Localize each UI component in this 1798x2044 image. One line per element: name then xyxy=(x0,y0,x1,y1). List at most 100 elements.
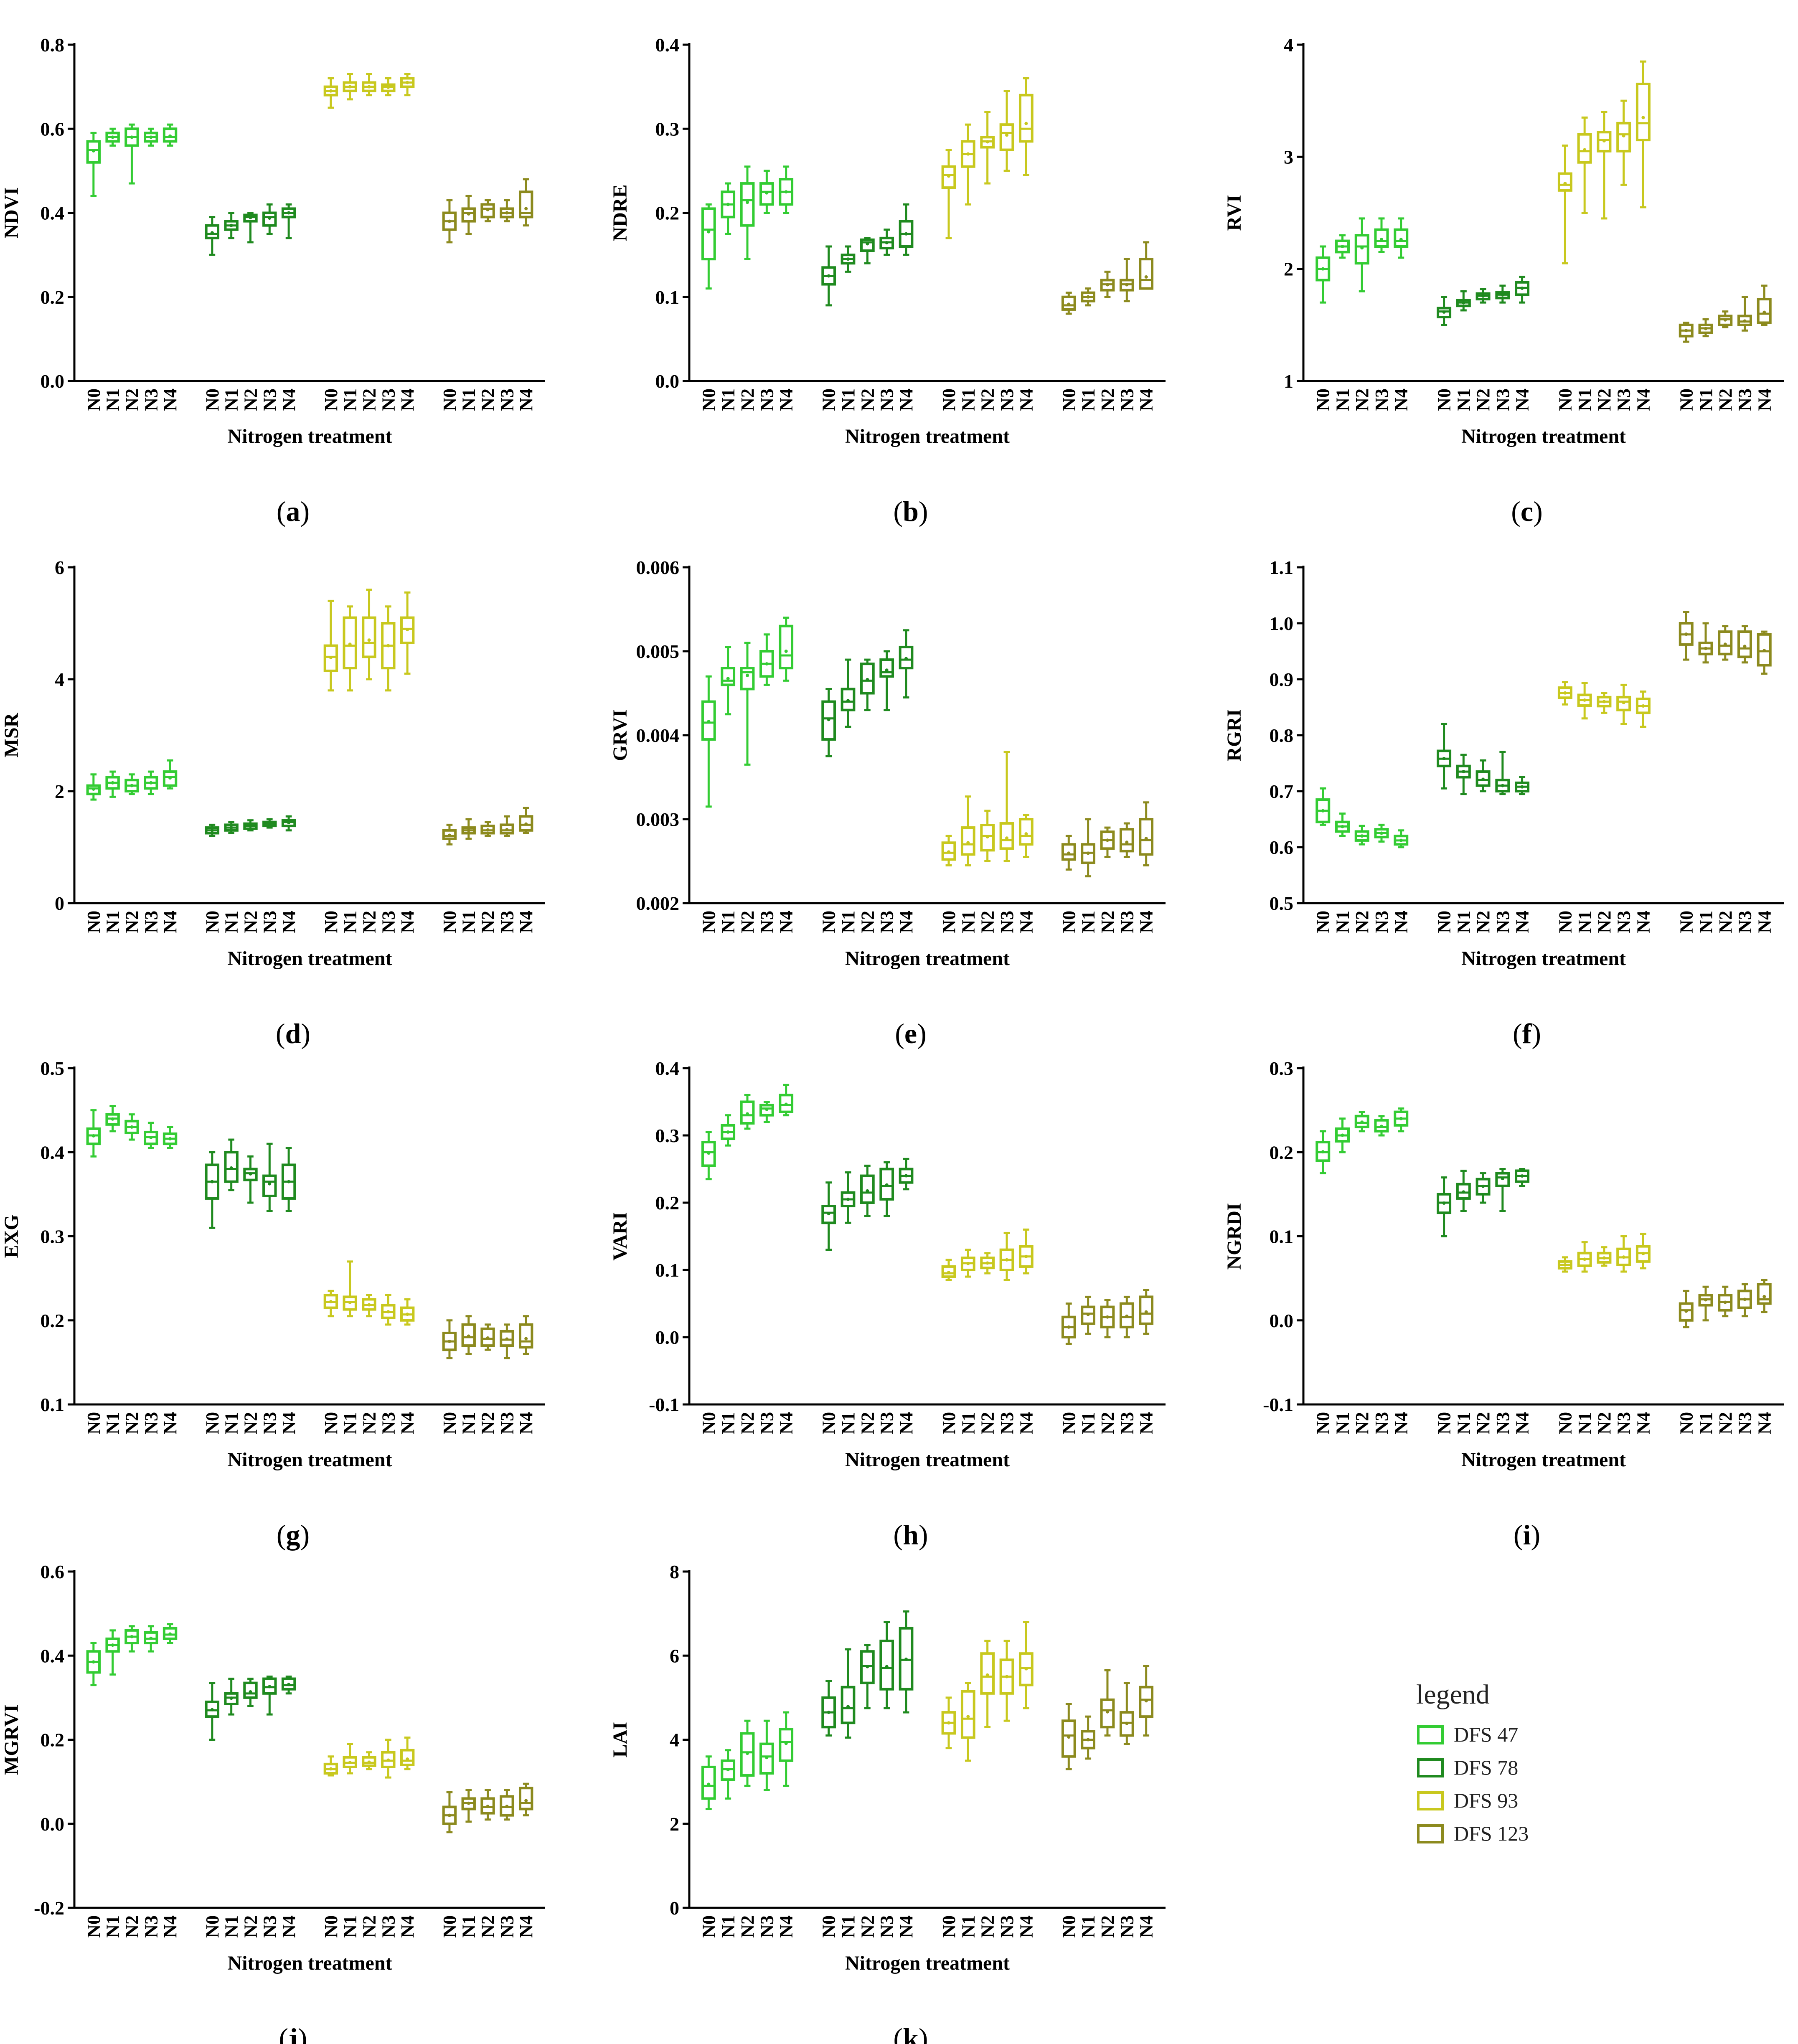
box-iqr xyxy=(1139,818,1154,856)
x-tick-label: N2 xyxy=(122,911,142,933)
mean-dot xyxy=(1462,1190,1465,1194)
box-dfs123-n3 xyxy=(1119,1295,1134,1338)
y-axis-label: EXG xyxy=(0,1214,23,1258)
box-dfs78-n3 xyxy=(879,1621,894,1709)
box-iqr xyxy=(518,1787,533,1810)
box-iqr xyxy=(205,224,220,239)
x-tick-label: N2 xyxy=(359,1915,380,1938)
y-tick-label: 0 xyxy=(55,893,64,914)
y-tick-label: 0.1 xyxy=(41,1394,65,1415)
box-dfs123-n0 xyxy=(1679,611,1694,661)
box-dfs47-n4 xyxy=(1394,829,1409,848)
box-iqr xyxy=(243,1681,258,1699)
box-dfs123-n4 xyxy=(1139,241,1154,290)
box-dfs123-n2 xyxy=(480,821,495,837)
mean-dot xyxy=(467,828,470,832)
box-dfs47-n4 xyxy=(779,165,794,214)
mean-dot xyxy=(1321,267,1325,271)
x-tick-label: N3 xyxy=(1735,911,1755,933)
box-iqr xyxy=(899,645,914,670)
box-dfs93-n4 xyxy=(1635,60,1651,208)
x-tick-label: N3 xyxy=(141,1915,161,1938)
x-tick-label: N3 xyxy=(497,1412,517,1435)
box-dfs47-n2 xyxy=(740,1094,755,1130)
x-tick-label: N2 xyxy=(1097,1915,1118,1938)
box-dfs93-n1 xyxy=(1577,682,1592,720)
mean-dot xyxy=(268,1685,272,1689)
box-dfs47-n2 xyxy=(1354,217,1369,292)
y-tick-label: 6 xyxy=(670,1645,679,1666)
box-dfs93-n0 xyxy=(941,1696,956,1749)
mean-dot xyxy=(447,1340,451,1343)
mean-dot xyxy=(1762,1295,1766,1298)
x-tick-label: N3 xyxy=(1493,388,1513,411)
box-dfs47-n3 xyxy=(759,1101,774,1123)
legend-label: DFS 47 xyxy=(1454,1723,1518,1746)
box-dfs47-n3 xyxy=(144,1625,158,1653)
box-dfs78-n3 xyxy=(1495,284,1510,304)
box-iqr xyxy=(1119,828,1134,853)
box-dfs47-n0 xyxy=(86,132,101,197)
mean-dot xyxy=(726,203,730,206)
y-tick-label: 1 xyxy=(1284,371,1293,392)
box-dfs123-n2 xyxy=(1100,826,1115,858)
box-dfs78-n2 xyxy=(1475,1172,1491,1204)
x-tick-label: N4 xyxy=(397,1915,418,1938)
box-dfs123-n3 xyxy=(1737,625,1752,664)
mean-dot xyxy=(1005,836,1008,840)
box-dfs78-n2 xyxy=(243,1155,258,1204)
x-tick-label: N2 xyxy=(478,388,498,411)
x-tick-label: N0 xyxy=(1434,1412,1455,1435)
mean-dot xyxy=(329,89,333,93)
box-dfs47-n3 xyxy=(759,1719,774,1791)
x-axis-label: Nitrogen treatment xyxy=(1461,947,1626,970)
mean-dot xyxy=(268,216,272,220)
box-dfs78-n2 xyxy=(243,1678,258,1707)
box-dfs93-n4 xyxy=(1018,1228,1034,1275)
mean-dot xyxy=(1105,1315,1109,1319)
mean-dot xyxy=(985,835,989,839)
mean-dot xyxy=(1360,1120,1364,1124)
mean-dot xyxy=(846,1197,850,1201)
x-tick-label: N4 xyxy=(1391,1412,1412,1435)
x-tick-label: N1 xyxy=(459,911,479,933)
box-dfs78-n3 xyxy=(262,1143,277,1212)
x-tick-label: N4 xyxy=(160,1412,180,1435)
box-dfs123-n1 xyxy=(1698,318,1713,338)
x-tick-label: N1 xyxy=(103,1412,123,1435)
mean-dot xyxy=(1125,1314,1129,1318)
y-tick-label: 0.2 xyxy=(41,1310,65,1331)
box-iqr xyxy=(1616,696,1631,711)
mean-dot xyxy=(1622,134,1625,138)
x-tick-label: N2 xyxy=(1594,911,1615,933)
mean-dot xyxy=(1360,834,1364,838)
box-dfs123-n2 xyxy=(480,1323,495,1351)
mean-dot xyxy=(885,1665,889,1668)
box-dfs78-n2 xyxy=(860,1164,875,1217)
mean-dot xyxy=(1024,122,1028,125)
mean-dot xyxy=(367,1760,371,1764)
box-dfs93-n0 xyxy=(1557,681,1572,706)
x-tick-label: N0 xyxy=(1555,911,1575,933)
box-dfs123-n0 xyxy=(442,1319,457,1359)
mean-dot xyxy=(1481,294,1485,298)
x-tick-label: N2 xyxy=(1352,1412,1372,1435)
x-tick-label: N4 xyxy=(279,1915,299,1938)
mean-dot xyxy=(386,644,390,647)
box-iqr xyxy=(1737,630,1752,658)
mean-dot xyxy=(1704,647,1708,650)
mean-dot xyxy=(91,1134,95,1138)
mean-dot xyxy=(1341,1133,1344,1137)
mean-dot xyxy=(1641,1252,1645,1255)
mean-dot xyxy=(1086,1313,1090,1316)
mean-dot xyxy=(1501,1177,1504,1181)
box-dfs78-n3 xyxy=(1495,751,1510,795)
mean-dot xyxy=(904,1174,908,1178)
x-tick-label: N3 xyxy=(1371,1412,1392,1435)
y-tick-label: 0.2 xyxy=(655,1192,680,1214)
mean-dot xyxy=(1583,1257,1587,1261)
mean-dot xyxy=(168,776,172,780)
x-tick-label: N1 xyxy=(1453,911,1474,933)
